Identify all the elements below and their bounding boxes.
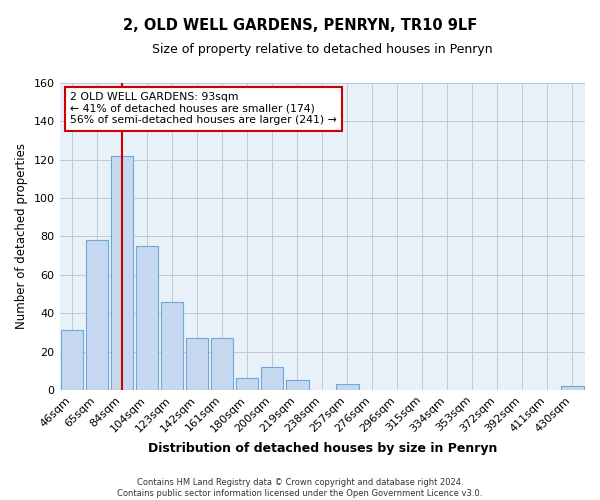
Y-axis label: Number of detached properties: Number of detached properties [15,144,28,330]
Bar [261,367,283,390]
Text: 2 OLD WELL GARDENS: 93sqm
← 41% of detached houses are smaller (174)
56% of semi: 2 OLD WELL GARDENS: 93sqm ← 41% of detac… [70,92,337,126]
Bar [236,378,259,390]
Title: Size of property relative to detached houses in Penryn: Size of property relative to detached ho… [152,42,493,56]
Bar [161,302,184,390]
Bar [86,240,109,390]
Text: Contains HM Land Registry data © Crown copyright and database right 2024.
Contai: Contains HM Land Registry data © Crown c… [118,478,482,498]
Bar [61,330,83,390]
Text: 2, OLD WELL GARDENS, PENRYN, TR10 9LF: 2, OLD WELL GARDENS, PENRYN, TR10 9LF [123,18,477,32]
X-axis label: Distribution of detached houses by size in Penryn: Distribution of detached houses by size … [148,442,497,455]
Bar [286,380,308,390]
Bar [111,156,133,390]
Bar [186,338,208,390]
Bar [211,338,233,390]
Bar [136,246,158,390]
Bar [336,384,359,390]
Bar [561,386,584,390]
